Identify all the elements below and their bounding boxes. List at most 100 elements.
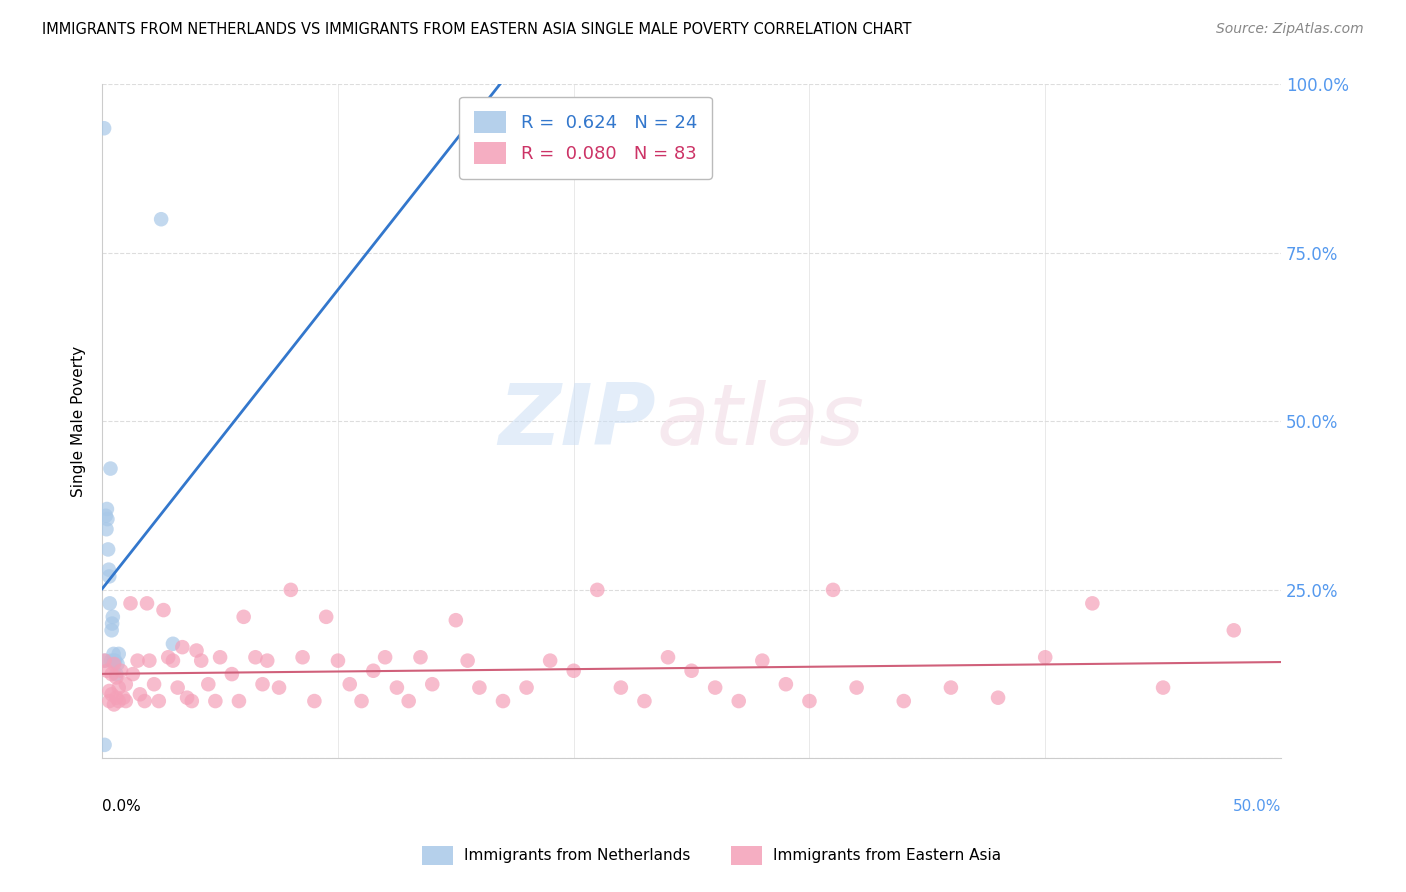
Point <box>157 650 180 665</box>
Point <box>339 677 361 691</box>
Point <box>172 640 194 655</box>
Point <box>291 650 314 665</box>
Point <box>107 681 129 695</box>
Point <box>385 681 408 695</box>
Point <box>110 664 132 678</box>
Point <box>150 212 173 227</box>
Y-axis label: Single Male Poverty: Single Male Poverty <box>72 346 86 497</box>
Point <box>657 650 679 665</box>
Point <box>821 582 844 597</box>
Point <box>228 694 250 708</box>
Point <box>304 694 326 708</box>
Point <box>204 694 226 708</box>
Point <box>148 694 170 708</box>
Point <box>94 508 117 523</box>
Point <box>97 563 120 577</box>
Point <box>176 690 198 705</box>
Point <box>1223 624 1246 638</box>
Point <box>252 677 274 691</box>
Point <box>162 637 184 651</box>
Point <box>136 596 159 610</box>
Point <box>143 677 166 691</box>
Point <box>209 650 232 665</box>
Point <box>105 671 128 685</box>
Text: Immigrants from Netherlands: Immigrants from Netherlands <box>464 848 690 863</box>
Point <box>107 647 129 661</box>
Point <box>98 569 121 583</box>
Point <box>420 677 443 691</box>
Point <box>562 664 585 678</box>
Point <box>112 690 135 705</box>
Point <box>166 681 188 695</box>
Point <box>180 694 202 708</box>
Point <box>100 654 122 668</box>
Point <box>586 582 609 597</box>
Point <box>100 687 122 701</box>
Point <box>775 677 797 691</box>
Point <box>363 664 385 678</box>
Point <box>197 677 219 691</box>
Point <box>103 698 125 712</box>
Point <box>96 512 118 526</box>
Point <box>398 694 420 708</box>
Point <box>987 690 1010 705</box>
Point <box>93 121 115 136</box>
Legend: R =  0.624   N = 24, R =  0.080   N = 83: R = 0.624 N = 24, R = 0.080 N = 83 <box>460 97 711 178</box>
Point <box>120 596 142 610</box>
Point <box>893 694 915 708</box>
Point <box>232 610 254 624</box>
Point <box>633 694 655 708</box>
Point <box>409 650 432 665</box>
Point <box>138 654 160 668</box>
Point <box>93 654 115 668</box>
Point <box>114 694 136 708</box>
Text: 50.0%: 50.0% <box>1233 798 1281 814</box>
Point <box>1033 650 1056 665</box>
Point <box>256 654 278 668</box>
Point <box>190 654 212 668</box>
Point <box>751 654 773 668</box>
Text: Immigrants from Eastern Asia: Immigrants from Eastern Asia <box>773 848 1001 863</box>
Text: ZIP: ZIP <box>499 380 657 463</box>
Point <box>162 654 184 668</box>
Point <box>103 647 125 661</box>
Point <box>280 582 302 597</box>
Point <box>799 694 821 708</box>
Point <box>444 613 467 627</box>
Point <box>98 684 121 698</box>
Point <box>101 616 124 631</box>
Point <box>127 654 149 668</box>
Text: Source: ZipAtlas.com: Source: ZipAtlas.com <box>1216 22 1364 37</box>
Point <box>845 681 868 695</box>
Point <box>492 694 515 708</box>
Point <box>468 681 491 695</box>
Point <box>93 738 115 752</box>
Point <box>104 654 127 668</box>
Point <box>98 596 121 610</box>
Point <box>727 694 749 708</box>
Point <box>103 654 125 668</box>
Point <box>326 654 349 668</box>
Point <box>457 654 479 668</box>
Point <box>152 603 174 617</box>
Point <box>94 654 117 668</box>
Point <box>516 681 538 695</box>
Point <box>681 664 703 678</box>
Point <box>134 694 156 708</box>
Point <box>939 681 962 695</box>
Point <box>100 461 122 475</box>
Point <box>100 667 122 681</box>
Point <box>350 694 373 708</box>
Point <box>105 690 128 705</box>
Point <box>96 664 118 678</box>
Point <box>1081 596 1104 610</box>
Point <box>267 681 290 695</box>
Point <box>704 681 727 695</box>
Point <box>315 610 337 624</box>
Point <box>374 650 396 665</box>
Point <box>100 624 122 638</box>
Point <box>105 667 128 681</box>
Point <box>538 654 561 668</box>
Point <box>103 657 125 671</box>
Text: IMMIGRANTS FROM NETHERLANDS VS IMMIGRANTS FROM EASTERN ASIA SINGLE MALE POVERTY : IMMIGRANTS FROM NETHERLANDS VS IMMIGRANT… <box>42 22 911 37</box>
